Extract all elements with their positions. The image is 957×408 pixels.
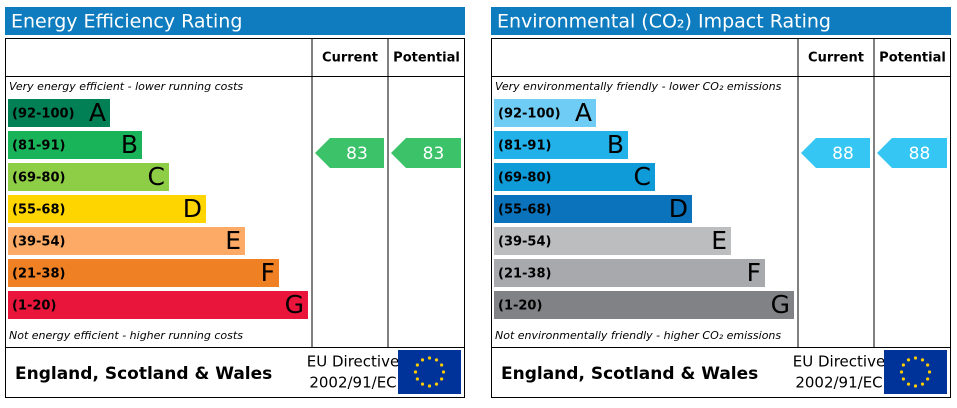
eu-star: [434, 358, 439, 362]
column-header: Potential: [879, 51, 946, 66]
rating-panel: Environmental (CO₂) Impact Rating Current…: [491, 7, 951, 398]
eu-star: [427, 384, 432, 388]
band-range: (39-54): [498, 235, 551, 250]
eu-star: [927, 370, 932, 374]
column-header: Current: [322, 51, 378, 66]
rating-panel: Energy Efficiency Rating Current Potential…: [5, 7, 465, 398]
region: England, Scotland & Wales: [15, 364, 272, 384]
directive: 2002/91/EC: [309, 374, 396, 392]
band-range: (55-68): [498, 203, 551, 218]
eu-star: [926, 363, 930, 367]
directive: EU Directive: [307, 353, 399, 371]
band-letter: C: [148, 162, 165, 191]
eu-star: [440, 377, 444, 381]
rating-arrow: [877, 138, 947, 168]
column-header: Potential: [393, 51, 460, 66]
band-bar: [494, 163, 655, 191]
band-bar: [494, 291, 794, 319]
eu-star: [901, 377, 905, 381]
rating-arrow: [801, 138, 870, 168]
eu-star: [440, 363, 444, 367]
band-bar: [494, 227, 731, 255]
band-range: (69-80): [498, 171, 551, 186]
band-letter: F: [261, 258, 275, 287]
eu-star: [415, 377, 419, 381]
band-bar: [8, 195, 206, 223]
rating-value: 83: [423, 144, 445, 164]
band-bar: [8, 131, 142, 159]
rating-value: 88: [909, 144, 931, 164]
rating-arrow: [315, 138, 384, 168]
band-range: (1-20): [12, 299, 56, 314]
band-letter: F: [747, 258, 761, 287]
band-letter: B: [121, 130, 138, 159]
band-bar: [494, 99, 596, 127]
eu-star: [906, 358, 911, 362]
eu-star: [913, 356, 918, 360]
band-range: (1-20): [498, 299, 542, 314]
band-letter: D: [183, 194, 202, 223]
eu-star: [901, 363, 905, 367]
band-letter: A: [575, 98, 592, 127]
eu-star: [420, 382, 425, 386]
band-bar: [494, 259, 765, 287]
panel-frame: [491, 38, 951, 398]
eu-star: [920, 358, 925, 362]
band-letter: B: [607, 130, 624, 159]
band-range: (81-91): [12, 139, 65, 154]
band-bar: [8, 259, 279, 287]
region: England, Scotland & Wales: [501, 364, 758, 384]
band-letter: E: [225, 226, 241, 255]
top-note: Very environmentally friendly - lower CO…: [495, 80, 782, 93]
band-letter: G: [771, 290, 790, 319]
band-range: (92-100): [12, 107, 75, 122]
band-bar: [494, 195, 692, 223]
top-note: Very energy efficient - lower running co…: [9, 80, 243, 93]
band-letter: E: [711, 226, 727, 255]
band-range: (92-100): [498, 107, 561, 122]
eu-star: [906, 382, 911, 386]
eu-star: [427, 356, 432, 360]
rating-value: 83: [346, 144, 368, 164]
band-letter: C: [634, 162, 651, 191]
directive: EU Directive: [793, 353, 885, 371]
eu-star: [913, 384, 918, 388]
band-bar: [8, 227, 245, 255]
band-bar: [494, 131, 628, 159]
directive: 2002/91/EC: [795, 374, 882, 392]
eu-star: [415, 363, 419, 367]
band-letter: G: [285, 290, 304, 319]
eu-star: [413, 370, 418, 374]
eu-star: [434, 382, 439, 386]
eu-star: [420, 358, 425, 362]
band-letter: D: [669, 194, 688, 223]
band-range: (21-38): [12, 267, 65, 282]
band-range: (69-80): [12, 171, 65, 186]
rating-value: 88: [832, 144, 854, 164]
band-letter: A: [89, 98, 106, 127]
rating-arrow: [391, 138, 461, 168]
panel-title: Energy Efficiency Rating: [11, 11, 242, 33]
eu-star: [441, 370, 446, 374]
panel-frame: [5, 38, 465, 398]
eu-star: [899, 370, 904, 374]
band-range: (81-91): [498, 139, 551, 154]
band-bar: [8, 291, 308, 319]
bottom-note: Not energy efficient - higher running co…: [9, 329, 243, 342]
band-range: (21-38): [498, 267, 551, 282]
column-header: Current: [808, 51, 864, 66]
panel-title: Environmental (CO₂) Impact Rating: [497, 11, 831, 33]
eu-star: [926, 377, 930, 381]
band-bar: [8, 163, 169, 191]
title-bar: [5, 7, 465, 35]
band-range: (55-68): [12, 203, 65, 218]
band-range: (39-54): [12, 235, 65, 250]
eu-star: [920, 382, 925, 386]
bottom-note: Not environmentally friendly - higher CO…: [495, 329, 781, 342]
title-bar: [491, 7, 951, 35]
band-bar: [8, 99, 110, 127]
